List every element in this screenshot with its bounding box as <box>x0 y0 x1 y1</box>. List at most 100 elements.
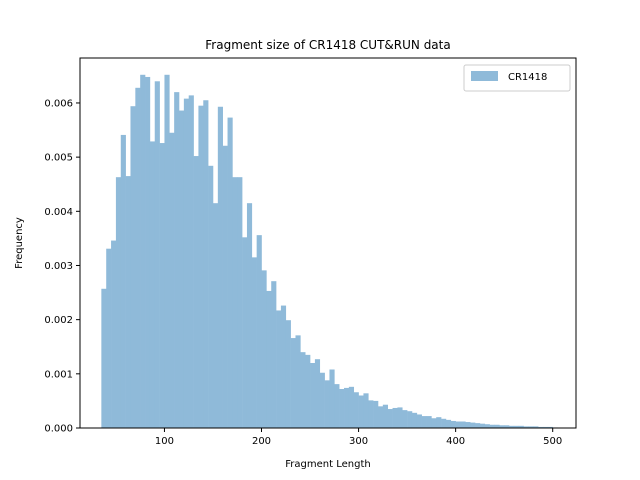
y-tick-label: 0.000 <box>44 424 73 435</box>
histogram-bar <box>305 354 311 428</box>
plot-frame <box>79 57 577 429</box>
histogram-bar <box>470 422 476 428</box>
histogram-bar <box>348 386 355 428</box>
x-tick-label: 300 <box>349 436 368 447</box>
histogram-bar <box>154 81 160 428</box>
histogram-bar <box>494 424 500 428</box>
histogram-bar <box>203 100 209 428</box>
histogram-bar <box>130 106 136 429</box>
histogram-bar <box>528 426 534 428</box>
histogram-bar <box>363 393 369 428</box>
histogram-bar <box>227 117 233 428</box>
histogram-bar <box>217 106 223 428</box>
histogram-bar <box>523 426 529 428</box>
histogram-bar <box>450 420 456 428</box>
histogram-bar <box>188 95 194 428</box>
histogram-bar <box>295 335 301 428</box>
histogram-bar <box>115 177 122 428</box>
histogram-bar <box>431 418 437 428</box>
histogram-bar <box>106 248 112 428</box>
histogram-bar <box>329 369 335 428</box>
histogram-bar <box>547 426 553 428</box>
legend-swatch <box>471 71 498 81</box>
histogram-bar <box>426 416 432 428</box>
histogram-bar <box>411 412 418 428</box>
histogram-bar <box>183 98 190 428</box>
histogram-bar <box>164 74 170 428</box>
histogram-bar <box>174 92 180 428</box>
x-tick-label: 400 <box>446 436 465 447</box>
histogram-bar <box>397 407 403 428</box>
histogram-bar <box>499 425 505 428</box>
histogram-bar <box>387 409 393 428</box>
histogram-bar <box>475 423 481 428</box>
histogram-bar <box>543 426 549 428</box>
histogram-bar <box>445 419 452 428</box>
histogram-bar <box>232 177 238 428</box>
histogram-bar <box>416 414 422 428</box>
histogram-bar <box>368 400 374 428</box>
histogram-bar <box>377 406 384 428</box>
histogram-bar <box>513 425 520 428</box>
histogram-bar <box>489 424 495 428</box>
histogram-bar <box>314 359 321 428</box>
histogram-bar <box>518 425 524 428</box>
histogram-bar <box>193 156 199 429</box>
histogram-bar <box>300 352 306 428</box>
histogram-bar <box>373 400 379 428</box>
histogram-bar <box>285 320 291 428</box>
x-tick-label: 100 <box>155 436 174 447</box>
histogram-bar <box>319 372 325 428</box>
legend: CR1418 <box>463 64 571 92</box>
histogram-bar <box>145 76 151 429</box>
histogram-bar <box>140 74 146 428</box>
histogram-bar <box>436 417 442 428</box>
histogram-bar <box>266 290 272 428</box>
histogram-bar <box>271 281 277 428</box>
x-axis-ticks: 100 200 300 400 500 <box>155 428 562 447</box>
histogram-bar <box>382 404 388 428</box>
histogram-bar <box>509 425 515 428</box>
histogram-bar <box>310 362 316 428</box>
histogram-bar <box>256 235 262 428</box>
histogram-bar <box>465 422 471 428</box>
histogram-bar <box>135 87 141 429</box>
histogram-bar <box>149 141 156 428</box>
legend-label: CR1418 <box>508 72 547 83</box>
histogram-bar <box>334 384 340 428</box>
histogram-bar <box>159 143 165 429</box>
histogram-bar <box>441 418 447 428</box>
histogram-bar <box>280 305 287 428</box>
x-tick-label: 200 <box>252 436 271 447</box>
histogram-bar <box>339 389 345 428</box>
histogram-bar <box>538 426 544 428</box>
histogram-bar <box>101 288 107 428</box>
histogram-bar <box>246 203 253 428</box>
chart-title: Fragment size of CR1418 CUT&RUN data <box>205 38 450 52</box>
histogram-bar <box>251 257 257 428</box>
histogram-bar <box>484 424 490 428</box>
histogram-bar <box>208 165 214 429</box>
y-tick-label: 0.003 <box>44 261 73 272</box>
histogram-bar <box>324 380 330 428</box>
histogram-bar <box>290 338 296 428</box>
histogram-bar <box>392 407 398 428</box>
histogram-bar <box>222 145 228 428</box>
histogram-bar <box>407 411 413 428</box>
histogram-bar <box>460 421 466 428</box>
histogram-bar <box>198 105 204 429</box>
y-tick-label: 0.002 <box>44 315 73 326</box>
histogram-bar <box>421 416 427 428</box>
histogram-bar <box>261 270 267 428</box>
histogram-bar <box>120 134 126 428</box>
x-axis-label: Fragment Length <box>285 459 370 470</box>
histogram-bar <box>237 177 243 428</box>
histogram-bar <box>125 176 131 428</box>
histogram-bar <box>344 387 350 428</box>
histogram-bar <box>402 410 408 428</box>
y-tick-label: 0.006 <box>44 98 73 109</box>
histogram-bar <box>169 132 175 428</box>
histogram-bars <box>101 74 558 429</box>
histogram-bar <box>479 423 486 428</box>
